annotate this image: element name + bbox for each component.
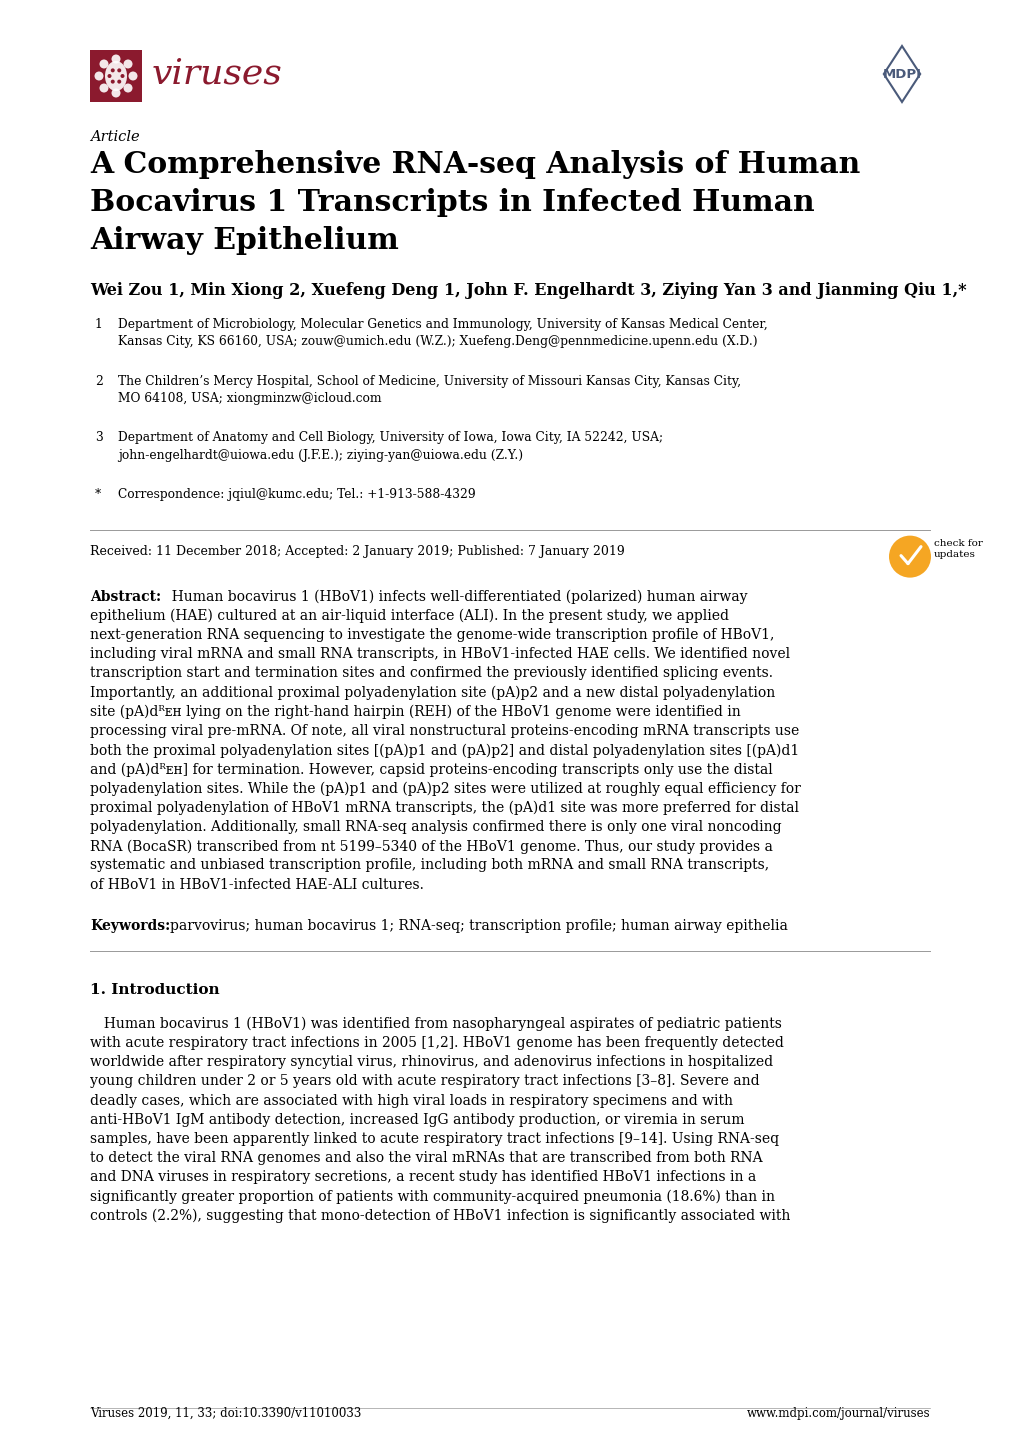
Text: Abstract:: Abstract: (90, 590, 161, 604)
Text: transcription start and termination sites and confirmed the previously identifie: transcription start and termination site… (90, 666, 772, 681)
Text: samples, have been apparently linked to acute respiratory tract infections [9–14: samples, have been apparently linked to … (90, 1132, 779, 1146)
Text: polyadenylation. Additionally, small RNA-seq analysis confirmed there is only on: polyadenylation. Additionally, small RNA… (90, 820, 781, 833)
Text: viruses: viruses (152, 58, 282, 91)
Text: Received: 11 December 2018; Accepted: 2 January 2019; Published: 7 January 2019: Received: 11 December 2018; Accepted: 2 … (90, 545, 625, 558)
Text: 1: 1 (95, 319, 103, 332)
Circle shape (100, 84, 108, 92)
Text: www.mdpi.com/journal/viruses: www.mdpi.com/journal/viruses (746, 1407, 929, 1420)
Text: next-generation RNA sequencing to investigate the genome-wide transcription prof: next-generation RNA sequencing to invest… (90, 629, 773, 642)
Text: check for
updates: check for updates (933, 538, 982, 558)
Text: Wei Zou 1, Min Xiong 2, Xuefeng Deng 1, John F. Engelhardt 3, Ziying Yan 3 and J: Wei Zou 1, Min Xiong 2, Xuefeng Deng 1, … (90, 283, 966, 298)
Text: worldwide after respiratory syncytial virus, rhinovirus, and adenovirus infectio: worldwide after respiratory syncytial vi… (90, 1056, 772, 1069)
Text: Viruses 2019, 11, 33; doi:10.3390/v11010033: Viruses 2019, 11, 33; doi:10.3390/v11010… (90, 1407, 361, 1420)
Bar (90, 50, 142, 102)
Text: 3: 3 (95, 431, 103, 444)
Text: of HBoV1 in HBoV1-infected HAE-ALI cultures.: of HBoV1 in HBoV1-infected HAE-ALI cultu… (90, 878, 424, 891)
Text: MDPI: MDPI (881, 68, 920, 81)
Text: including viral mRNA and small RNA transcripts, in HBoV1-infected HAE cells. We : including viral mRNA and small RNA trans… (90, 647, 790, 662)
Text: Keywords:: Keywords: (90, 919, 170, 933)
Circle shape (123, 84, 132, 92)
Text: polyadenylation sites. While the (pA)p1 and (pA)p2 sites were utilized at roughl: polyadenylation sites. While the (pA)p1 … (90, 782, 800, 796)
Text: and DNA viruses in respiratory secretions, a recent study has identified HBoV1 i: and DNA viruses in respiratory secretion… (90, 1171, 755, 1184)
Circle shape (107, 74, 111, 78)
Circle shape (111, 88, 120, 98)
Text: The Children’s Mercy Hospital, School of Medicine, University of Missouri Kansas: The Children’s Mercy Hospital, School of… (118, 375, 741, 405)
Circle shape (111, 55, 120, 63)
Text: 2: 2 (95, 375, 103, 388)
Circle shape (128, 72, 138, 81)
Circle shape (111, 68, 115, 72)
Text: 1. Introduction: 1. Introduction (90, 983, 219, 996)
Text: Human bocavirus 1 (HBoV1) was identified from nasopharyngeal aspirates of pediat: Human bocavirus 1 (HBoV1) was identified… (90, 1017, 782, 1031)
Circle shape (100, 59, 108, 68)
Circle shape (117, 68, 121, 72)
Circle shape (123, 59, 132, 68)
Text: anti-HBoV1 IgM antibody detection, increased IgG antibody production, or viremia: anti-HBoV1 IgM antibody detection, incre… (90, 1113, 744, 1126)
Text: RNA (BocaSR) transcribed from nt 5199–5340 of the HBoV1 genome. Thus, our study : RNA (BocaSR) transcribed from nt 5199–53… (90, 839, 772, 854)
Circle shape (111, 79, 115, 84)
Text: processing viral pre-mRNA. Of note, all viral nonstructural proteins-encoding mR: processing viral pre-mRNA. Of note, all … (90, 724, 799, 738)
Text: site (pA)dᴿᴇʜ lying on the right-hand hairpin (REH) of the HBoV1 genome were ide: site (pA)dᴿᴇʜ lying on the right-hand ha… (90, 705, 740, 720)
Text: proximal polyadenylation of HBoV1 mRNA transcripts, the (pA)d1 site was more pre: proximal polyadenylation of HBoV1 mRNA t… (90, 800, 798, 815)
Text: Department of Anatomy and Cell Biology, University of Iowa, Iowa City, IA 52242,: Department of Anatomy and Cell Biology, … (118, 431, 662, 461)
Text: controls (2.2%), suggesting that mono-detection of HBoV1 infection is significan: controls (2.2%), suggesting that mono-de… (90, 1208, 790, 1223)
Text: Human bocavirus 1 (HBoV1) infects well-differentiated (polarized) human airway: Human bocavirus 1 (HBoV1) infects well-d… (163, 590, 747, 604)
Text: significantly greater proportion of patients with community-acquired pneumonia (: significantly greater proportion of pati… (90, 1190, 774, 1204)
Text: epithelium (HAE) cultured at an air-liquid interface (ALI). In the present study: epithelium (HAE) cultured at an air-liqu… (90, 609, 729, 623)
Text: Article: Article (90, 130, 140, 144)
Text: parvovirus; human bocavirus 1; RNA-seq; transcription profile; human airway epit: parvovirus; human bocavirus 1; RNA-seq; … (170, 919, 787, 933)
Text: Bocavirus 1 Transcripts in Infected Human: Bocavirus 1 Transcripts in Infected Huma… (90, 187, 814, 216)
Polygon shape (882, 46, 919, 102)
Text: deadly cases, which are associated with high viral loads in respiratory specimen: deadly cases, which are associated with … (90, 1093, 733, 1107)
Ellipse shape (105, 61, 127, 91)
Text: to detect the viral RNA genomes and also the viral mRNAs that are transcribed fr: to detect the viral RNA genomes and also… (90, 1151, 762, 1165)
Text: A Comprehensive RNA-seq Analysis of Human: A Comprehensive RNA-seq Analysis of Huma… (90, 150, 859, 179)
Text: Department of Microbiology, Molecular Genetics and Immunology, University of Kan: Department of Microbiology, Molecular Ge… (118, 319, 767, 349)
Text: Correspondence: jqiul@kumc.edu; Tel.: +1-913-588-4329: Correspondence: jqiul@kumc.edu; Tel.: +1… (118, 489, 475, 502)
Text: both the proximal polyadenylation sites [(pA)p1 and (pA)p2] and distal polyadeny: both the proximal polyadenylation sites … (90, 743, 799, 757)
Text: young children under 2 or 5 years old with acute respiratory tract infections [3: young children under 2 or 5 years old wi… (90, 1074, 759, 1089)
Circle shape (889, 535, 930, 578)
Text: systematic and unbiased transcription profile, including both mRNA and small RNA: systematic and unbiased transcription pr… (90, 858, 768, 872)
Text: Airway Epithelium: Airway Epithelium (90, 226, 398, 255)
Circle shape (120, 74, 124, 78)
Circle shape (117, 79, 121, 84)
Circle shape (95, 72, 103, 81)
Text: *: * (95, 489, 101, 502)
Text: and (pA)dᴿᴇʜ] for termination. However, capsid proteins-encoding transcripts onl: and (pA)dᴿᴇʜ] for termination. However, … (90, 763, 772, 777)
Text: with acute respiratory tract infections in 2005 [1,2]. HBoV1 genome has been fre: with acute respiratory tract infections … (90, 1035, 784, 1050)
Text: Importantly, an additional proximal polyadenylation site (pA)p2 and a new distal: Importantly, an additional proximal poly… (90, 685, 774, 699)
